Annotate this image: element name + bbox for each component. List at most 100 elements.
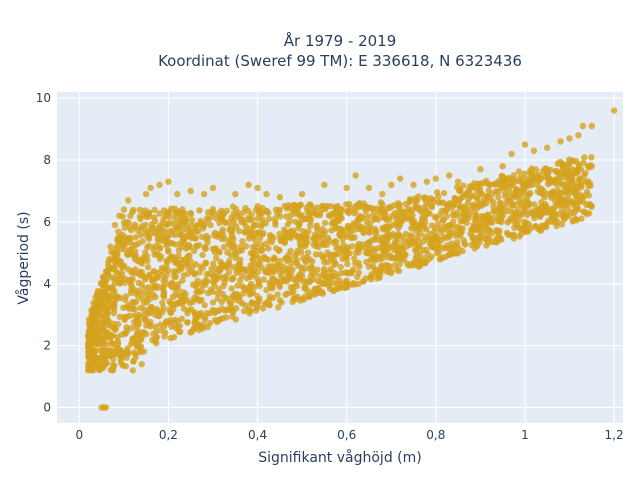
data-point (184, 319, 191, 326)
data-point (114, 350, 121, 358)
data-point (379, 190, 386, 198)
data-point (431, 244, 438, 252)
data-point (196, 207, 203, 214)
y-tick-label: 6 (43, 215, 51, 229)
data-point (130, 358, 137, 365)
data-point (508, 180, 515, 188)
data-point (333, 218, 340, 225)
data-point (372, 227, 380, 235)
data-point (165, 248, 172, 255)
data-point (100, 273, 107, 280)
data-point (511, 213, 518, 221)
data-point (196, 269, 203, 276)
data-point (243, 275, 250, 282)
data-point (350, 280, 357, 287)
data-point (260, 253, 268, 261)
data-point (420, 215, 427, 222)
data-point (482, 222, 489, 230)
data-point (258, 246, 265, 253)
data-point (156, 245, 163, 252)
data-point (155, 312, 162, 320)
data-point (213, 254, 220, 262)
data-point (477, 166, 484, 173)
data-point (206, 320, 214, 327)
data-point (121, 241, 128, 248)
data-point (189, 263, 196, 270)
data-point (175, 247, 183, 254)
data-point (321, 239, 328, 246)
data-point (117, 356, 124, 363)
data-point (457, 187, 464, 194)
data-point (163, 318, 170, 325)
data-point (380, 214, 387, 221)
data-point (527, 180, 534, 187)
data-point (123, 348, 131, 355)
data-point (450, 250, 457, 257)
data-point (396, 213, 403, 220)
data-point (588, 163, 595, 170)
data-point (229, 203, 237, 210)
data-point (163, 242, 170, 249)
data-point (203, 310, 211, 317)
data-point (207, 221, 214, 229)
data-point (549, 189, 557, 197)
chart-title-line-2: Koordinat (Sweref 99 TM): E 336618, N 63… (158, 52, 522, 70)
data-point (521, 203, 529, 210)
data-point (407, 197, 414, 204)
data-point (183, 226, 191, 233)
data-point (367, 276, 375, 283)
data-point (176, 322, 183, 329)
data-point (115, 294, 122, 301)
data-point (304, 249, 312, 256)
data-point (281, 226, 288, 233)
data-point (128, 269, 135, 276)
data-point (202, 276, 210, 284)
data-point (270, 275, 278, 282)
data-point (245, 235, 253, 242)
data-point (583, 201, 590, 209)
data-point (275, 304, 282, 311)
data-point (138, 361, 145, 368)
data-point (285, 229, 293, 237)
data-point (225, 269, 232, 276)
data-point (228, 214, 235, 221)
data-point (467, 230, 474, 237)
data-point (458, 204, 465, 212)
data-point (120, 206, 128, 213)
data-point (480, 199, 488, 207)
data-point (142, 276, 149, 283)
data-point (255, 297, 262, 305)
data-point (145, 242, 153, 249)
data-point (327, 265, 335, 272)
data-point (129, 249, 136, 256)
data-point (405, 239, 412, 246)
data-point (307, 215, 314, 223)
data-point (371, 248, 378, 255)
data-point (253, 247, 260, 255)
data-point (345, 200, 353, 208)
data-point (293, 256, 301, 264)
data-point (137, 259, 145, 266)
data-point (197, 217, 204, 225)
data-point (162, 212, 169, 220)
data-point (552, 203, 559, 211)
data-point (388, 243, 395, 250)
data-point (415, 193, 422, 200)
data-point (581, 172, 588, 180)
data-point (375, 216, 382, 223)
data-point (363, 258, 370, 266)
data-point (213, 215, 220, 222)
data-point (234, 209, 241, 216)
data-point (230, 242, 237, 249)
data-point (210, 260, 217, 267)
data-point (561, 183, 568, 190)
data-point (317, 272, 324, 280)
data-point (377, 206, 384, 214)
data-point (319, 225, 326, 233)
data-point (457, 217, 464, 225)
data-point (269, 262, 276, 270)
data-point (387, 204, 394, 211)
data-point (254, 229, 262, 236)
data-point (276, 194, 283, 201)
data-point (460, 182, 467, 189)
